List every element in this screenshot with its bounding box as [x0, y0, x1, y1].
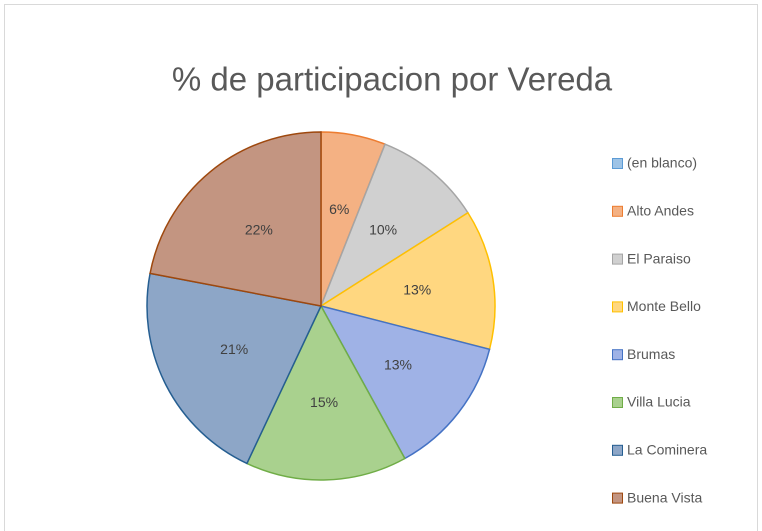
pie-slice — [319, 211, 496, 351]
legend-label: (en blanco) — [627, 155, 697, 171]
legend-swatch — [612, 444, 623, 456]
legend-swatch — [612, 301, 623, 313]
data-label: 10% — [369, 222, 397, 238]
legend-label: La Cominera — [627, 442, 707, 458]
data-label: 13% — [384, 356, 412, 372]
legend-swatch — [612, 253, 623, 265]
legend-swatch — [612, 205, 623, 217]
pie-slice — [319, 304, 491, 460]
legend-label: Buena Vista — [627, 489, 702, 505]
legend-label: Alto Andes — [627, 203, 694, 219]
legend-label: Brumas — [627, 346, 675, 362]
chart-title: % de participacion por Vereda — [172, 61, 613, 98]
pie: 6% 10% 13% 13% 15% 21% 22% — [146, 131, 496, 481]
pie-slice — [146, 272, 323, 465]
data-label: 6% — [329, 201, 349, 217]
pie-slice — [245, 304, 406, 481]
data-label: 13% — [403, 281, 431, 297]
data-label: 22% — [245, 222, 273, 238]
pie-slice — [149, 131, 322, 307]
data-label: 21% — [220, 341, 248, 357]
legend-swatch — [612, 397, 623, 408]
legend-label: Villa Lucia — [627, 394, 691, 410]
legend: (en blanco) Alto Andes El Paraiso Monte Bel… — [612, 155, 707, 505]
data-label: 15% — [310, 394, 338, 410]
legend-label: Monte Bello — [627, 298, 701, 314]
legend-swatch — [612, 158, 623, 169]
legend-swatch — [612, 349, 623, 361]
legend-swatch — [612, 492, 623, 504]
legend-label: El Paraiso — [627, 250, 691, 266]
pie-slice — [319, 143, 469, 308]
